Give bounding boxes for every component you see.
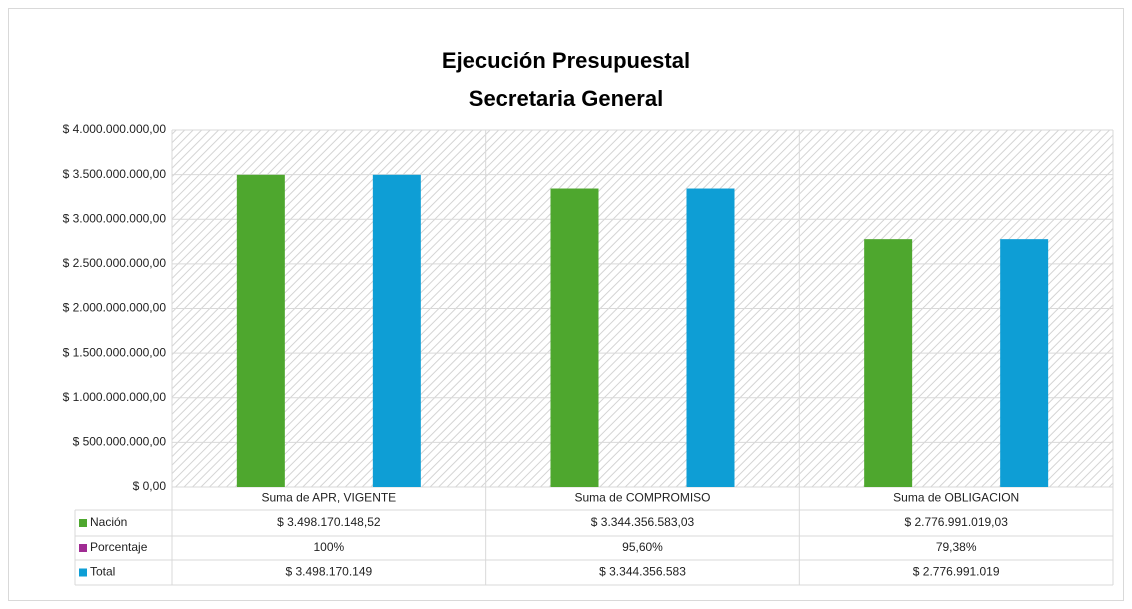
data-table-cell: $ 3.498.170.149 [285,565,372,579]
y-tick-label: $ 2.500.000.000,00 [63,256,167,270]
y-tick-label: $ 3.500.000.000,00 [63,167,167,181]
bar [686,188,735,487]
data-table-cell: 79,38% [936,540,977,554]
x-tick-label: Suma de OBLIGACION [893,491,1019,505]
data-table-cell: $ 3.344.356.583,03 [591,515,695,529]
y-tick-label: $ 1.500.000.000,00 [63,345,167,359]
bar [236,174,285,487]
data-table-cell: $ 2.776.991.019,03 [904,515,1008,529]
chart-title: Ejecución Presupuestal [442,48,690,73]
data-table-cell: 100% [313,540,344,554]
data-table-cell: $ 2.776.991.019 [913,565,1000,579]
y-tick-label: $ 1.000.000.000,00 [63,390,167,404]
legend-key [79,519,87,527]
x-tick-label: Suma de APR, VIGENTE [261,491,396,505]
legend-key [79,568,87,577]
legend-key [79,544,87,552]
y-tick-label: $ 500.000.000,00 [73,435,167,449]
chart-subtitle: Secretaria General [469,86,663,111]
y-tick-label: $ 0,00 [133,479,167,493]
data-table-cell: 95,60% [622,540,663,554]
bar [864,239,913,487]
x-tick-label: Suma de COMPROMISO [574,491,710,505]
data-table-cell: $ 3.344.356.583 [599,565,686,579]
y-tick-label: $ 4.000.000.000,00 [63,122,167,136]
y-tick-label: $ 2.000.000.000,00 [63,301,167,315]
legend-label: Total [90,565,115,579]
legend-label: Nación [90,515,127,529]
legend-label: Porcentaje [90,540,148,554]
y-tick-label: $ 3.000.000.000,00 [63,211,167,225]
data-table-cell: $ 3.498.170.148,52 [277,515,381,529]
bar [550,188,599,487]
bar [1000,239,1049,487]
bar [372,174,421,487]
